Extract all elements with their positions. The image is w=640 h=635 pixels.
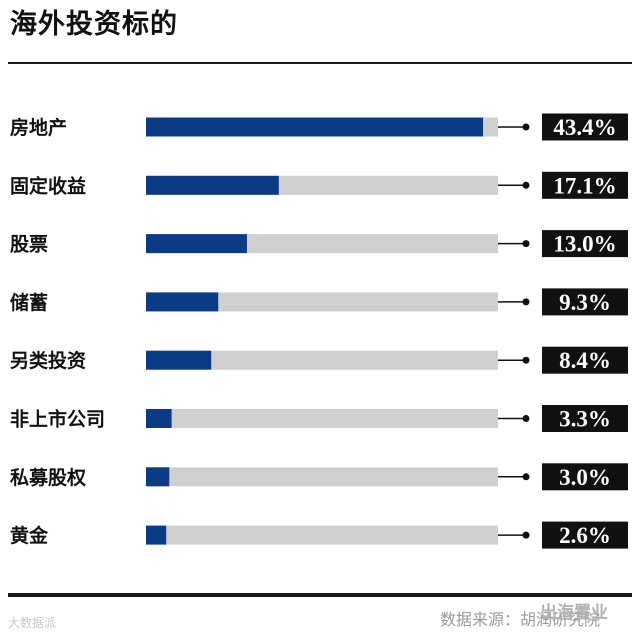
category-label: 房地产 xyxy=(10,116,67,139)
bar xyxy=(146,292,219,312)
bar xyxy=(146,525,167,545)
value-box xyxy=(542,171,628,199)
value-box xyxy=(542,230,628,258)
bar xyxy=(146,409,172,428)
data-label: 13.0% xyxy=(553,232,616,257)
bar xyxy=(146,234,247,254)
value-box xyxy=(542,405,628,432)
data-label: 9.3% xyxy=(559,290,611,315)
data-label: 8.4% xyxy=(559,348,611,373)
bar xyxy=(146,467,170,487)
bar-track xyxy=(146,350,498,370)
leader-dot xyxy=(522,415,530,422)
category-label: 储蓄 xyxy=(10,291,48,314)
watermark-left: 大数据派 xyxy=(8,616,57,630)
leader-dot xyxy=(522,298,530,306)
bottom-rule xyxy=(8,593,632,597)
category-label: 非上市公司 xyxy=(10,408,105,431)
leader-dot xyxy=(522,531,530,539)
data-label: 3.0% xyxy=(559,465,611,490)
category-label: 另类投资 xyxy=(10,349,86,372)
value-box xyxy=(542,113,628,141)
value-box xyxy=(542,288,628,316)
bar-track xyxy=(146,292,498,312)
bar xyxy=(146,350,212,370)
value-box xyxy=(542,521,628,549)
value-box xyxy=(542,346,628,374)
leader-dot xyxy=(522,356,530,364)
data-label: 43.4% xyxy=(553,115,616,140)
top-rule xyxy=(8,62,632,64)
leader-dot xyxy=(522,240,530,248)
watermark-right: 出海置业 xyxy=(540,603,608,623)
bar-track xyxy=(146,467,498,487)
leader-dot xyxy=(522,123,530,131)
data-label: 17.1% xyxy=(553,173,616,198)
category-label: 私募股权 xyxy=(10,466,86,489)
bar-track xyxy=(146,409,498,428)
data-label: 3.3% xyxy=(559,407,611,432)
chart-title: 海外投资标的 xyxy=(10,9,178,40)
leader-dot xyxy=(522,473,530,481)
bar xyxy=(146,117,483,137)
leader-dot xyxy=(522,181,530,189)
value-box xyxy=(542,463,628,491)
bar-track xyxy=(146,525,498,545)
category-label: 固定收益 xyxy=(10,174,86,197)
data-label: 2.6% xyxy=(559,523,611,548)
category-label: 股票 xyxy=(10,234,48,256)
data-source: 数据来源：胡润研究院 xyxy=(440,610,601,629)
category-label: 黄金 xyxy=(10,524,49,547)
bar xyxy=(146,175,279,195)
